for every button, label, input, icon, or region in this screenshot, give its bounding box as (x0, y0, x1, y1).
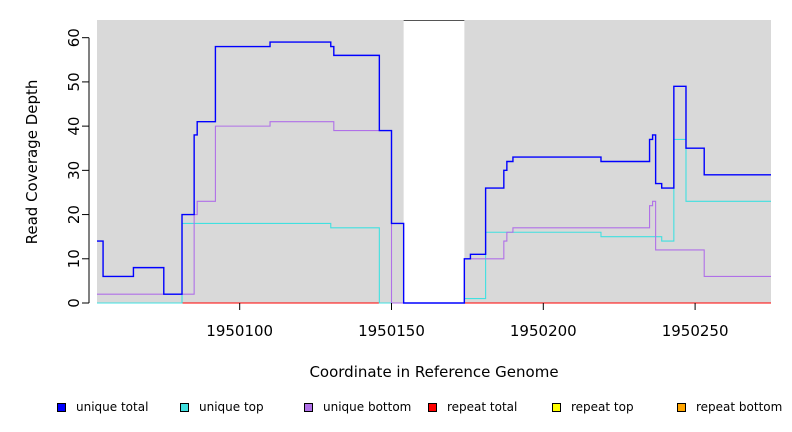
y-tick-label: 60 (65, 28, 83, 47)
series-line-unique-total (97, 41, 771, 304)
legend-label: unique total (76, 400, 149, 414)
gap-region (403, 20, 465, 303)
y-tick-label: 30 (65, 161, 83, 180)
legend-item-unique-top: unique top (180, 400, 264, 414)
legend-item-unique-bottom: unique bottom (304, 400, 411, 414)
legend: unique total unique top unique bottom repea… (0, 400, 792, 418)
legend-label: unique top (199, 400, 264, 414)
x-axis-title: Coordinate in Reference Genome (309, 363, 558, 381)
legend-label: repeat top (571, 400, 634, 414)
y-tick-label: 50 (65, 72, 83, 91)
legend-item-repeat-top: repeat top (552, 400, 634, 414)
series-layer (97, 41, 771, 304)
legend-item-repeat-bottom: repeat bottom (677, 400, 782, 414)
y-axis-title: Read Coverage Depth (23, 80, 41, 245)
x-tick-label: 1950150 (358, 322, 425, 340)
y-tick-label: 10 (65, 249, 83, 268)
y-tick-label: 40 (65, 117, 83, 136)
legend-label: unique bottom (323, 400, 412, 414)
legend-item-repeat-total: repeat total (428, 400, 517, 414)
legend-label: repeat total (447, 400, 518, 414)
legend-swatch (552, 402, 561, 412)
legend-item-unique-total: unique total (57, 400, 148, 414)
legend-swatch (677, 402, 686, 412)
y-tick-label: 20 (65, 205, 83, 224)
x-tick-label: 1950250 (662, 322, 729, 340)
legend-swatch (180, 402, 189, 412)
legend-label: repeat bottom (696, 400, 783, 414)
axis-layer: 0 10 20 30 40 50 60 1950100 1950150 1950200 195025… (65, 20, 729, 340)
y-tick-label: 0 (65, 298, 83, 308)
legend-swatch (304, 402, 313, 412)
legend-swatch (428, 402, 437, 412)
series-line-unique-bottom (97, 121, 771, 304)
x-tick-label: 1950100 (206, 322, 273, 340)
legend-swatch (57, 402, 66, 412)
x-tick-label: 1950200 (510, 322, 577, 340)
